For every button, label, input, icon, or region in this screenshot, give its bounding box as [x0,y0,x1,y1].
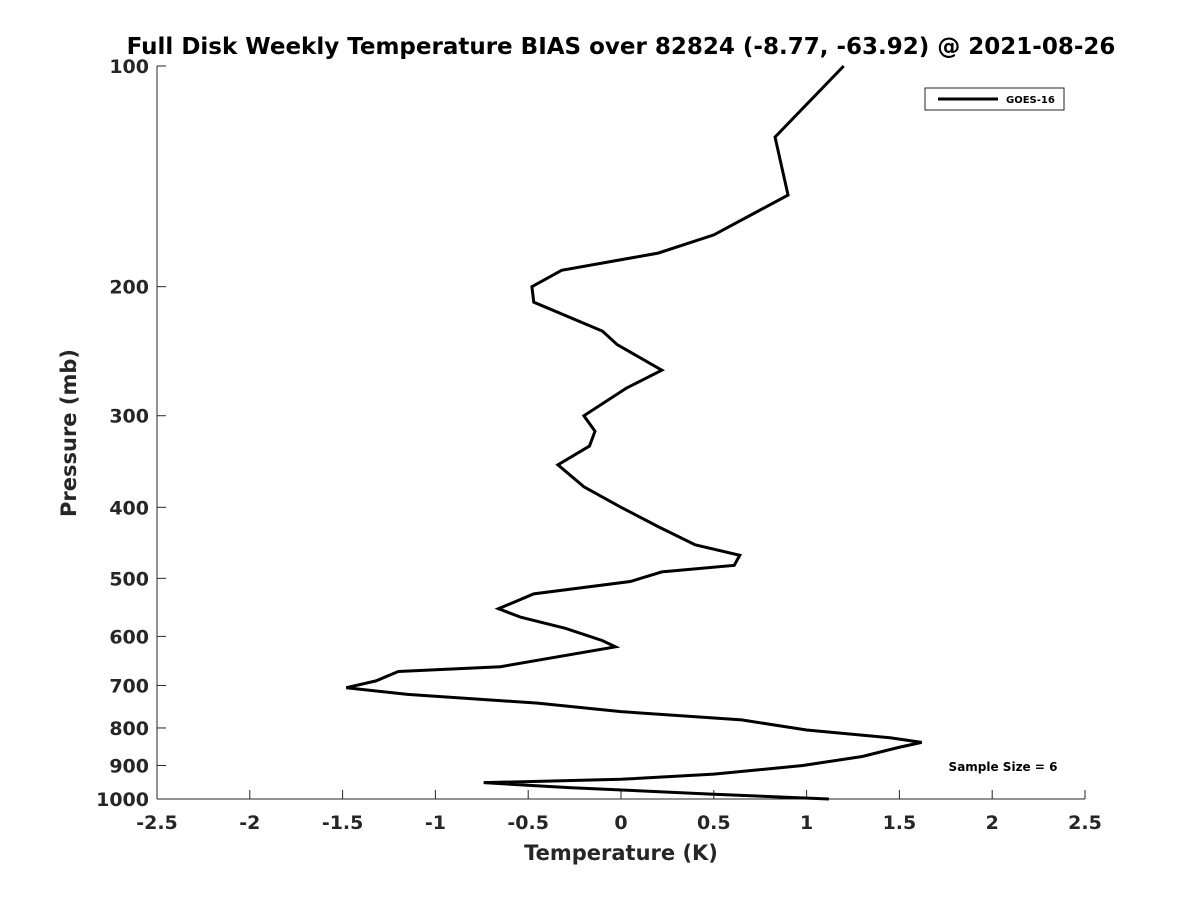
y-tick-label: 500 [109,568,149,590]
y-axis-ticks: 100 200 300 400 500 600 700 800 900 1000 [96,56,166,811]
sample-size-annotation: Sample Size = 6 [949,760,1058,774]
y-tick-label: 300 [109,406,149,428]
x-tick-label: -2 [239,812,260,834]
y-tick-label: 900 [109,755,149,777]
series-line-goes-16 [345,64,922,801]
x-tick-label: 2.5 [1068,812,1102,834]
x-tick-label: 2 [986,812,999,834]
x-tick-label: 0.5 [697,812,731,834]
x-axis-label: Temperature (K) [524,841,718,865]
y-tick-label: 400 [109,497,149,519]
x-axis-ticks: -2.5 -2 -1.5 -1 -0.5 0 0.5 1 1.5 2 2.5 [136,790,1102,834]
x-tick-label: -2.5 [136,812,178,834]
x-tick-label: -1.5 [322,812,364,834]
y-tick-label: 100 [109,56,149,78]
x-tick-label: -1 [425,812,446,834]
legend: GOES-16 [924,87,1065,111]
y-tick-label: 1000 [96,789,149,811]
x-tick-label: 0 [614,812,627,834]
x-tick-label: -0.5 [507,812,549,834]
y-tick-label: 600 [109,626,149,648]
x-tick-label: 1.5 [883,812,917,834]
y-axis-label: Pressure (mb) [57,349,81,517]
x-tick-label: 1 [800,812,813,834]
chart-title: Full Disk Weekly Temperature BIAS over 8… [127,34,1116,60]
y-tick-label: 700 [109,675,149,697]
series-layer [345,64,922,801]
plot-area: -2.5 -2 -1.5 -1 -0.5 0 0.5 1 1.5 2 2.5 100 200 300 40… [96,56,1102,834]
y-tick-label: 200 [109,277,149,299]
legend-label-goes-16: GOES-16 [1006,95,1055,106]
y-tick-label: 800 [109,718,149,740]
